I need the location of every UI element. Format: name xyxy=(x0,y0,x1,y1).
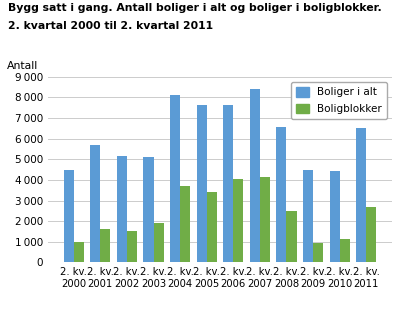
Bar xyxy=(127,231,137,262)
Bar xyxy=(207,192,217,262)
Bar xyxy=(196,105,207,262)
Bar xyxy=(340,239,350,262)
Bar xyxy=(286,211,296,262)
Bar xyxy=(144,157,154,262)
Bar xyxy=(180,186,190,262)
Bar xyxy=(74,242,84,262)
Bar xyxy=(64,170,74,262)
Text: Antall: Antall xyxy=(7,61,38,71)
Bar xyxy=(276,127,286,262)
Bar xyxy=(250,89,260,262)
Bar xyxy=(260,177,270,262)
Bar xyxy=(330,171,340,262)
Bar xyxy=(117,156,127,262)
Bar xyxy=(170,95,180,262)
Legend: Boliger i alt, Boligblokker: Boliger i alt, Boligblokker xyxy=(291,82,387,119)
Bar xyxy=(303,170,313,262)
Bar xyxy=(90,145,100,262)
Text: 2. kvartal 2000 til 2. kvartal 2011: 2. kvartal 2000 til 2. kvartal 2011 xyxy=(8,21,213,31)
Bar xyxy=(233,179,244,262)
Bar xyxy=(223,105,233,262)
Text: Bygg satt i gang. Antall boliger i alt og boliger i boligblokker.: Bygg satt i gang. Antall boliger i alt o… xyxy=(8,3,382,13)
Bar xyxy=(356,128,366,262)
Bar xyxy=(154,223,164,262)
Bar xyxy=(313,243,323,262)
Bar xyxy=(366,207,376,262)
Bar xyxy=(100,229,110,262)
